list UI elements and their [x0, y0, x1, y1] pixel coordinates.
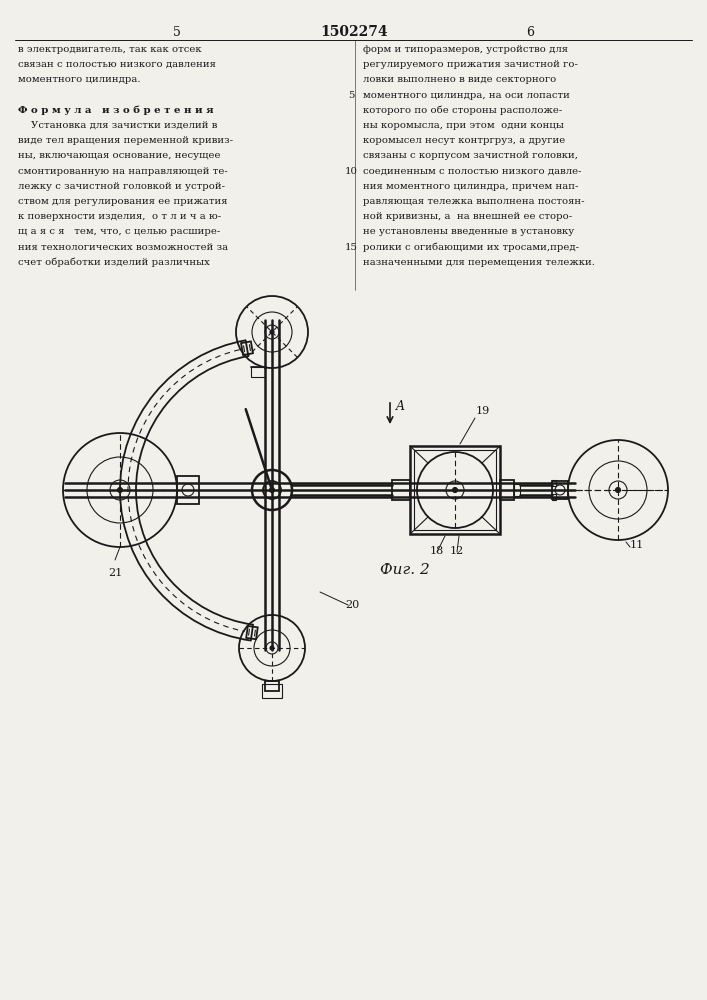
Text: ны, включающая основание, несущее: ны, включающая основание, несущее — [18, 151, 221, 160]
Text: Фиг. 2: Фиг. 2 — [380, 563, 430, 577]
Text: 19: 19 — [476, 406, 490, 416]
Text: A: A — [396, 400, 405, 413]
Text: ролики с огибающими их тросами,пред-: ролики с огибающими их тросами,пред- — [363, 243, 579, 252]
Text: не установлены введенные в установку: не установлены введенные в установку — [363, 227, 574, 236]
Text: 21: 21 — [108, 568, 122, 578]
Text: моментного цилиндра.: моментного цилиндра. — [18, 75, 141, 84]
Bar — [251, 367, 265, 377]
Text: соединенным с полостью низкого давле-: соединенным с полостью низкого давле- — [363, 167, 581, 176]
Text: ния технологических возможностей за: ния технологических возможностей за — [18, 243, 228, 252]
Text: Ф о р м у л а   и з о б р е т е н и я: Ф о р м у л а и з о б р е т е н и я — [18, 106, 214, 115]
Text: связан с полостью низкого давления: связан с полостью низкого давления — [18, 60, 216, 69]
Text: 1502274: 1502274 — [320, 25, 388, 39]
Text: регулируемого прижатия зачистной го-: регулируемого прижатия зачистной го- — [363, 60, 578, 69]
Text: 18: 18 — [430, 546, 444, 556]
Circle shape — [616, 488, 621, 492]
Text: ловки выполнено в виде секторного: ловки выполнено в виде секторного — [363, 75, 556, 84]
Text: равляющая тележка выполнена постоян-: равляющая тележка выполнена постоян- — [363, 197, 585, 206]
Text: 12: 12 — [450, 546, 464, 556]
Bar — [514, 484, 520, 496]
Bar — [265, 681, 279, 691]
Text: связаны с корпусом зачистной головки,: связаны с корпусом зачистной головки, — [363, 151, 578, 160]
Text: виде тел вращения переменной кривиз-: виде тел вращения переменной кривиз- — [18, 136, 233, 145]
Text: 20: 20 — [345, 600, 359, 610]
Bar — [392, 480, 410, 500]
Text: моментного цилиндра, на оси лопасти: моментного цилиндра, на оси лопасти — [363, 91, 570, 100]
Circle shape — [269, 488, 274, 492]
Text: которого по обе стороны расположе-: которого по обе стороны расположе- — [363, 106, 562, 115]
Text: назначенными для перемещения тележки.: назначенными для перемещения тележки. — [363, 258, 595, 267]
Text: к поверхности изделия,  о т л и ч а ю-: к поверхности изделия, о т л и ч а ю- — [18, 212, 221, 221]
Bar — [414, 450, 496, 530]
Bar — [410, 446, 500, 534]
Circle shape — [270, 330, 274, 334]
Text: 5: 5 — [348, 91, 354, 100]
Text: коромысел несут контргруз, а другие: коромысел несут контргруз, а другие — [363, 136, 566, 145]
Bar — [552, 494, 556, 500]
Text: ством для регулирования ее прижатия: ством для регулирования ее прижатия — [18, 197, 228, 206]
Bar — [500, 480, 514, 500]
Bar — [552, 480, 556, 486]
Text: в электродвигатель, так как отсек: в электродвигатель, так как отсек — [18, 45, 201, 54]
Circle shape — [117, 488, 122, 492]
Text: 11: 11 — [630, 540, 644, 550]
Text: ной кривизны, а  на внешней ее сторо-: ной кривизны, а на внешней ее сторо- — [363, 212, 572, 221]
Text: 10: 10 — [344, 167, 358, 176]
Circle shape — [270, 646, 274, 650]
Text: счет обработки изделий различных: счет обработки изделий различных — [18, 258, 210, 267]
Text: лежку с зачистной головкой и устрой-: лежку с зачистной головкой и устрой- — [18, 182, 225, 191]
Text: 6: 6 — [526, 25, 534, 38]
Bar — [262, 684, 282, 698]
Text: ны коромысла, при этом  одни концы: ны коромысла, при этом одни концы — [363, 121, 564, 130]
Text: 5: 5 — [173, 25, 181, 38]
Bar — [552, 481, 568, 499]
Text: форм и типоразмеров, устройство для: форм и типоразмеров, устройство для — [363, 45, 568, 54]
Text: 15: 15 — [344, 243, 358, 252]
Text: смонтированную на направляющей те-: смонтированную на направляющей те- — [18, 167, 228, 176]
Bar — [177, 476, 199, 504]
Text: Установка для зачистки изделий в: Установка для зачистки изделий в — [18, 121, 217, 130]
Text: ния моментного цилиндра, причем нап-: ния моментного цилиндра, причем нап- — [363, 182, 578, 191]
Text: щ а я с я   тем, что, с целью расшире-: щ а я с я тем, что, с целью расшире- — [18, 227, 221, 236]
Circle shape — [452, 488, 457, 492]
